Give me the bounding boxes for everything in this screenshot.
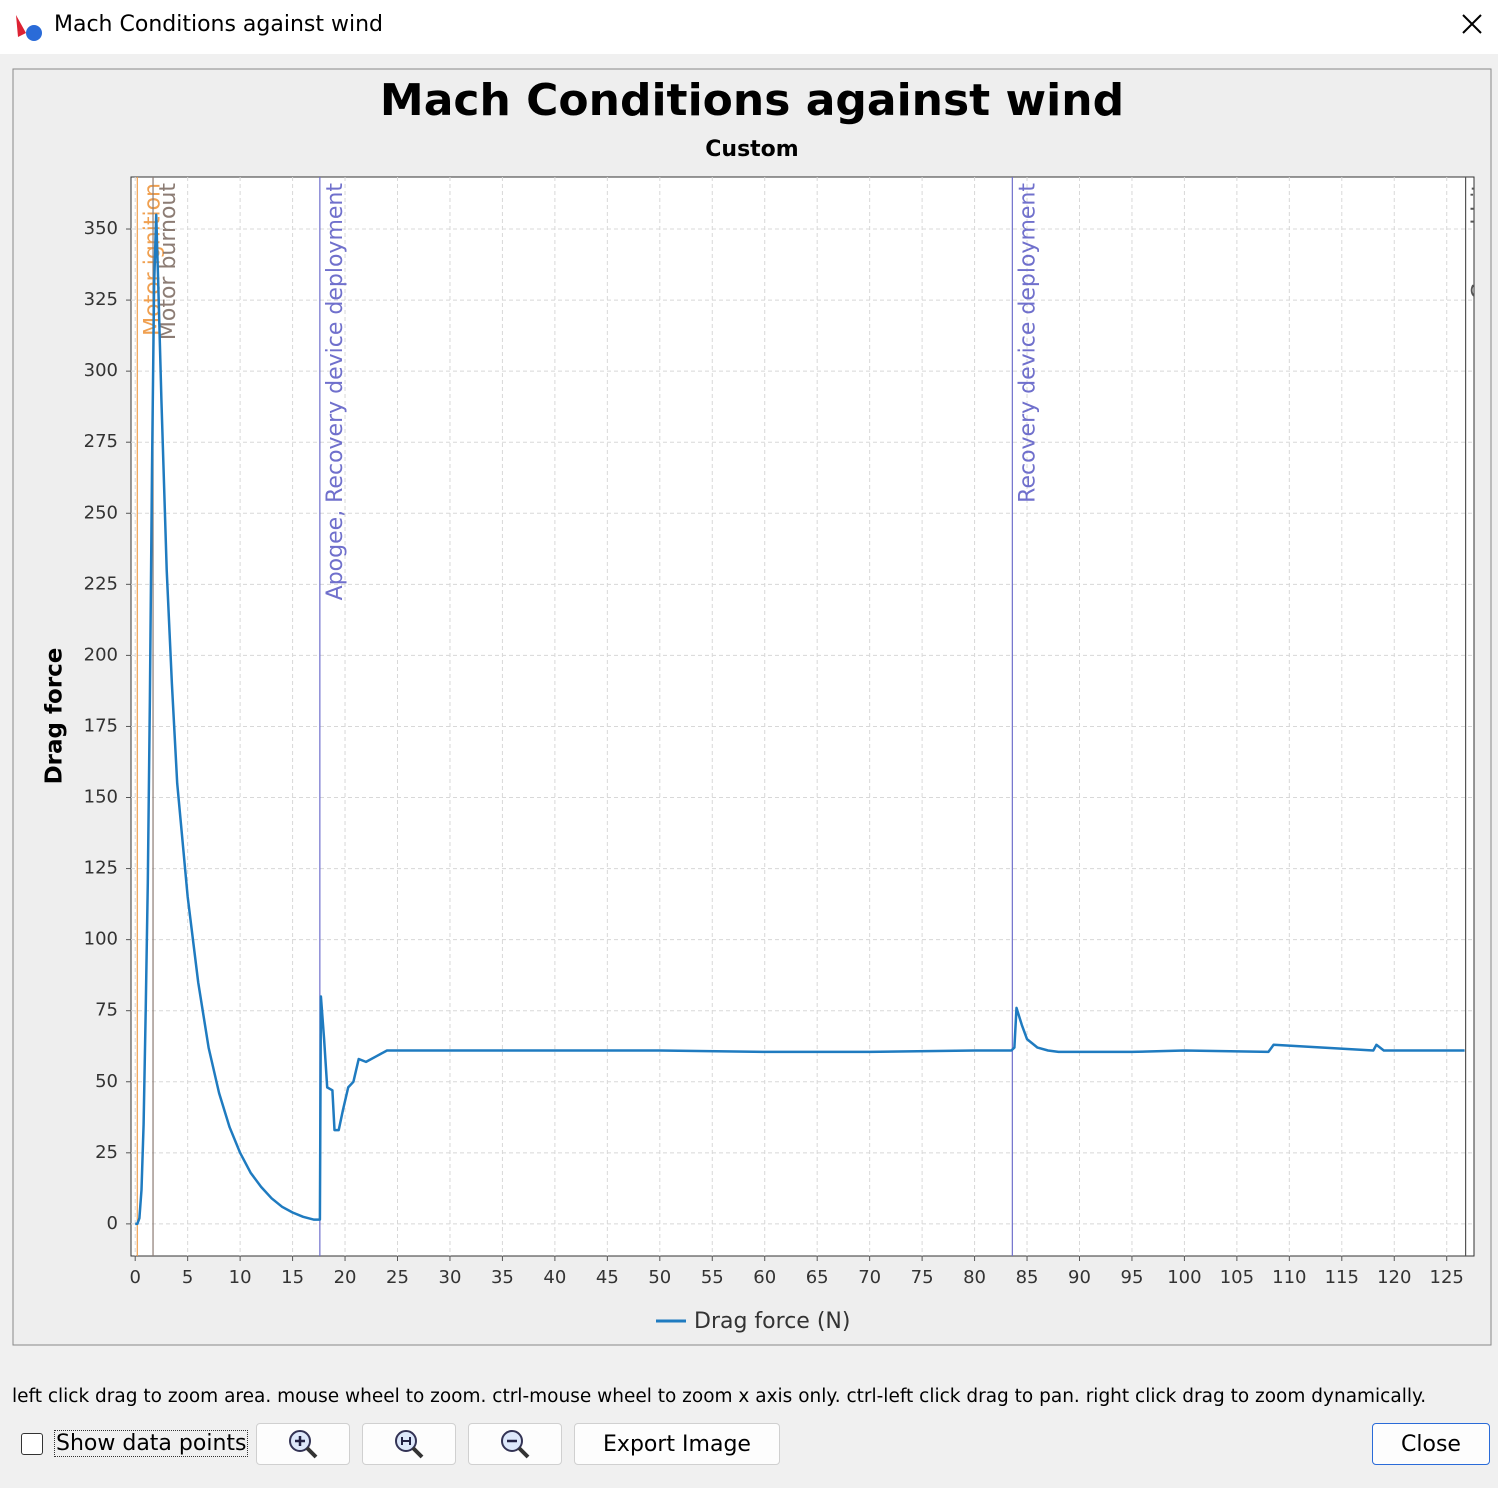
chart: Mach Conditions against wind Custom Drag… [12,68,1494,1346]
x-tick-label: 120 [1377,1267,1411,1288]
y-tick-label: 250 [84,502,118,523]
x-tick-label: 65 [806,1267,829,1288]
zoom-reset-icon [395,1430,424,1459]
zoom-out-button[interactable] [468,1423,562,1465]
y-tick-label: 175 [84,715,118,736]
window-title: Mach Conditions against wind [54,12,384,37]
x-tick-label: 125 [1430,1267,1464,1288]
y-tick-label: 125 [84,858,118,879]
checkbox[interactable] [21,1433,43,1455]
y-tick-label: 75 [95,1000,118,1021]
x-tick-label: 100 [1167,1267,1201,1288]
x-tick-label: 15 [281,1267,304,1288]
zoom-in-icon [289,1430,318,1459]
x-tick-label: 90 [1068,1267,1091,1288]
y-tick-label: 350 [84,218,118,239]
y-tick-label: 0 [107,1213,118,1234]
y-tick-label: 200 [84,644,118,665]
y-tick-label: 150 [84,787,118,808]
y-tick-label: 225 [84,573,118,594]
x-tick-label: 25 [386,1267,409,1288]
x-tick-label: 85 [1016,1267,1039,1288]
zoom-out-icon [501,1430,530,1459]
x-tick-label: 45 [596,1267,619,1288]
chart-subtitle: Custom [705,137,798,162]
hint-text: left click drag to zoom area. mouse whee… [12,1386,1427,1407]
x-tick-label: 35 [491,1267,514,1288]
data-line [135,213,1465,1226]
y-tick-label: 300 [84,360,118,381]
title-bar: Mach Conditions against wind [0,0,1498,54]
y-tick-label: 25 [95,1142,118,1163]
x-tick-label: 20 [334,1267,357,1288]
export-button[interactable]: Export Image [574,1423,780,1465]
x-tick-label: 10 [229,1267,252,1288]
event-label: Recovery device deployment [1015,183,1040,503]
x-tick-label: 95 [1121,1267,1144,1288]
x-tick-label: 0 [129,1267,140,1288]
x-tick-label: 5 [182,1267,193,1288]
x-tick-label: 55 [701,1267,724,1288]
close-window[interactable] [1458,10,1486,38]
x-tick-label: 30 [439,1267,462,1288]
app-icon [16,15,42,41]
zoom-reset-button[interactable] [362,1423,456,1465]
x-tick-label: 115 [1325,1267,1359,1288]
y-tick-label: 100 [84,929,118,950]
x-tick-label: 70 [858,1267,881,1288]
close-button[interactable]: Close [1372,1423,1490,1465]
y-tick-label: 50 [95,1071,118,1092]
y-tick-label: 275 [84,431,118,452]
x-tick-label: 80 [963,1267,986,1288]
x-tick-label: 105 [1220,1267,1254,1288]
grid [131,177,1474,1256]
x-tick-label: 75 [911,1267,934,1288]
chart-title: Mach Conditions against wind [380,75,1124,126]
x-tick-label: 50 [648,1267,671,1288]
axes: 0 5 10 15 20 25 30 35 40 45 50 55 60 65 70 75 80 85 90 95 10… [84,218,1464,1288]
event-label: Apogee, Recovery device deployment [323,183,348,601]
y-tick-label: 325 [84,289,118,310]
checkbox-label[interactable]: Show data points [54,1430,249,1457]
zoom-in-button[interactable] [256,1423,350,1465]
y-axis-label: Drag force [42,648,68,785]
x-tick-label: 110 [1272,1267,1306,1288]
legend-label: Drag force (N) [694,1309,850,1334]
event-label: Ground hit [1469,183,1494,300]
x-tick-label: 40 [543,1267,566,1288]
x-tick-label: 60 [753,1267,776,1288]
